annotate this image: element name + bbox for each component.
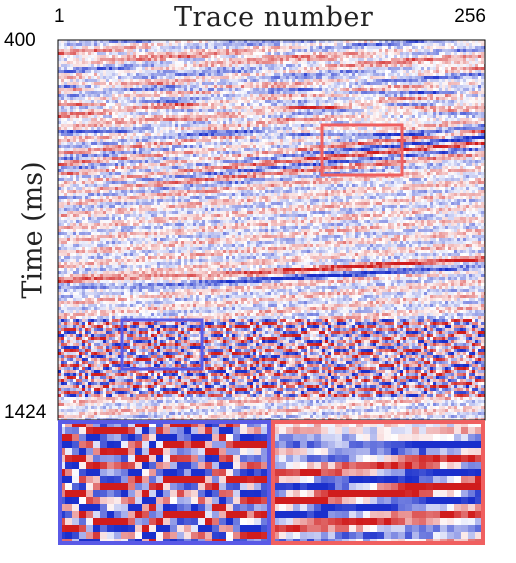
seismic-section [58, 40, 485, 420]
y-tick-bottom: 1424 [4, 402, 47, 423]
x-tick-start: 1 [54, 6, 65, 27]
highlight-box-red [320, 123, 404, 177]
zoom-inset-red [272, 420, 485, 545]
y-axis-title: Time (ms) [17, 161, 49, 299]
x-axis-title: Trace number [174, 2, 374, 33]
zoom-inset-red-frame [271, 420, 485, 545]
y-tick-top: 400 [4, 30, 36, 51]
zoom-inset-blue [58, 420, 270, 545]
x-tick-end: 256 [454, 6, 486, 27]
zoom-inset-blue-frame [58, 420, 271, 545]
highlight-box-blue [120, 318, 204, 371]
